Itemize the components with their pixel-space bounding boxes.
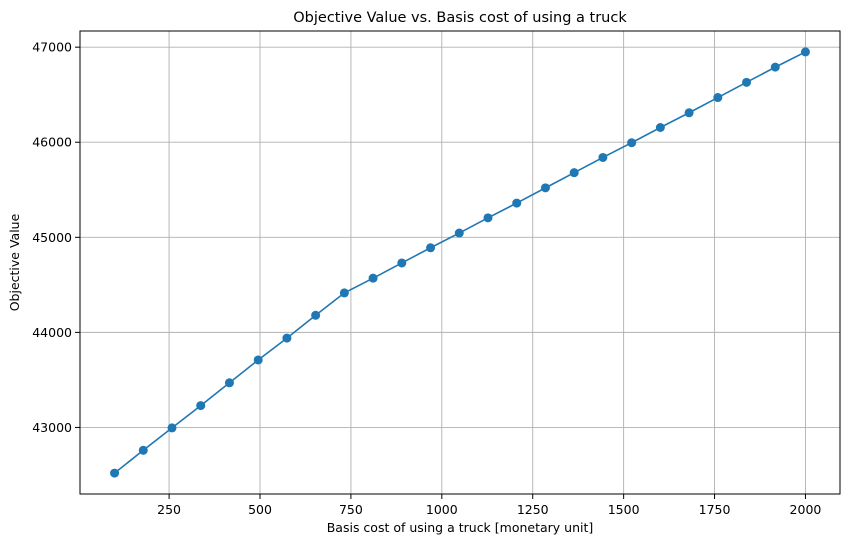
data-point xyxy=(253,355,263,365)
grid xyxy=(80,31,840,494)
data-point xyxy=(311,310,321,320)
data-point xyxy=(742,77,752,87)
y-axis-label: Objective Value xyxy=(7,213,22,311)
x-tick-label: 2000 xyxy=(790,502,822,517)
data-point xyxy=(167,423,177,433)
data-point xyxy=(282,333,292,343)
x-tick-label: 500 xyxy=(248,502,272,517)
data-point xyxy=(713,93,723,103)
y-axis-ticks: 43000 44000 45000 46000 47000 xyxy=(32,40,80,435)
data-point xyxy=(598,152,608,162)
data-point xyxy=(224,378,234,388)
data-point xyxy=(138,445,148,455)
series-line xyxy=(114,51,806,474)
y-tick-label: 46000 xyxy=(32,135,72,150)
y-tick-label: 45000 xyxy=(32,230,72,245)
series-markers xyxy=(110,47,810,478)
x-tick-label: 250 xyxy=(157,502,181,517)
series-line-group xyxy=(114,51,806,474)
data-point xyxy=(770,62,780,72)
data-point xyxy=(339,288,349,298)
x-tick-label: 1750 xyxy=(699,502,731,517)
chart-title: Objective Value vs. Basis cost of using … xyxy=(293,10,627,26)
plot-frame xyxy=(79,30,841,495)
y-tick-label: 43000 xyxy=(32,420,72,435)
data-point xyxy=(569,168,579,178)
data-point xyxy=(684,108,694,118)
data-point xyxy=(483,213,493,223)
data-point xyxy=(627,138,637,148)
data-point xyxy=(512,198,522,208)
data-point xyxy=(397,258,407,268)
data-point xyxy=(368,273,378,283)
data-point xyxy=(454,228,464,238)
data-point xyxy=(110,468,120,478)
x-tick-label: 1500 xyxy=(608,502,640,517)
data-point xyxy=(800,47,810,57)
data-point xyxy=(196,401,206,411)
y-tick-label: 44000 xyxy=(32,325,72,340)
x-tick-label: 1250 xyxy=(517,502,549,517)
x-axis-label: Basis cost of using a truck [monetary un… xyxy=(327,520,594,535)
y-tick-label: 47000 xyxy=(32,40,72,55)
x-axis-ticks: 250 500 750 1000 1250 1500 1750 2000 xyxy=(157,494,821,517)
x-tick-label: 750 xyxy=(339,502,363,517)
data-point xyxy=(540,183,550,193)
data-point xyxy=(426,243,436,253)
data-point xyxy=(655,122,665,132)
x-tick-label: 1000 xyxy=(426,502,458,517)
